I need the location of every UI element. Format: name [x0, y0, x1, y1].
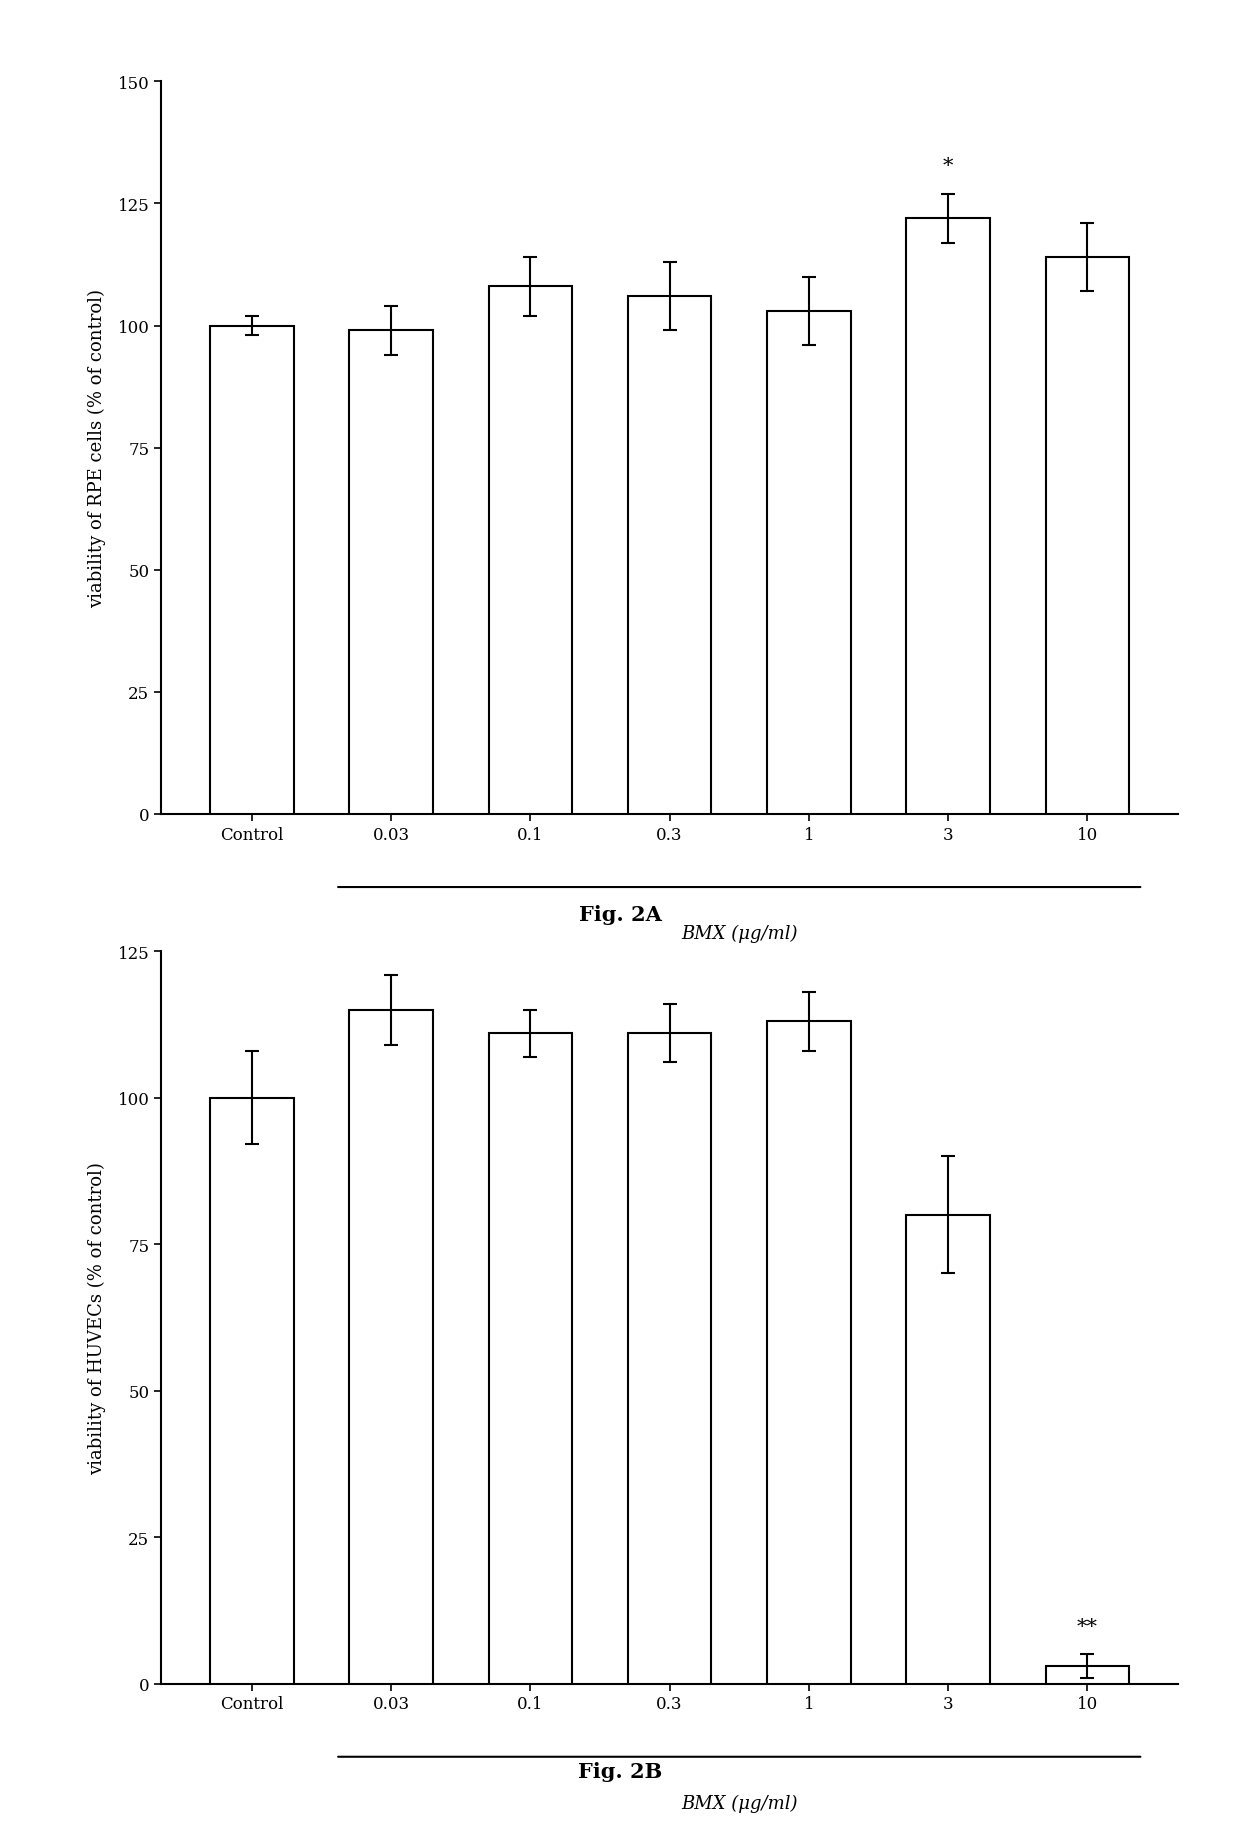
Bar: [768, 311, 851, 814]
Y-axis label: viability of HUVECs (% of control): viability of HUVECs (% of control): [88, 1162, 107, 1473]
Bar: [350, 331, 433, 814]
Text: Fig. 2B: Fig. 2B: [578, 1762, 662, 1781]
Text: *: *: [942, 157, 954, 176]
Bar: [627, 1034, 712, 1684]
Bar: [1045, 1665, 1130, 1684]
Y-axis label: viability of RPE cells (% of control): viability of RPE cells (% of control): [88, 289, 107, 608]
Bar: [210, 326, 294, 814]
Bar: [1045, 258, 1130, 814]
Bar: [350, 1010, 433, 1684]
Text: **: **: [1078, 1618, 1097, 1636]
Bar: [489, 1034, 572, 1684]
Bar: [768, 1021, 851, 1684]
Bar: [906, 220, 990, 814]
Text: BMX (μg/ml): BMX (μg/ml): [681, 1793, 797, 1812]
Text: BMX (μg/ml): BMX (μg/ml): [681, 924, 797, 942]
Text: Fig. 2A: Fig. 2A: [579, 906, 661, 924]
Bar: [489, 287, 572, 814]
Bar: [906, 1215, 990, 1684]
Bar: [210, 1098, 294, 1684]
Bar: [627, 296, 712, 814]
